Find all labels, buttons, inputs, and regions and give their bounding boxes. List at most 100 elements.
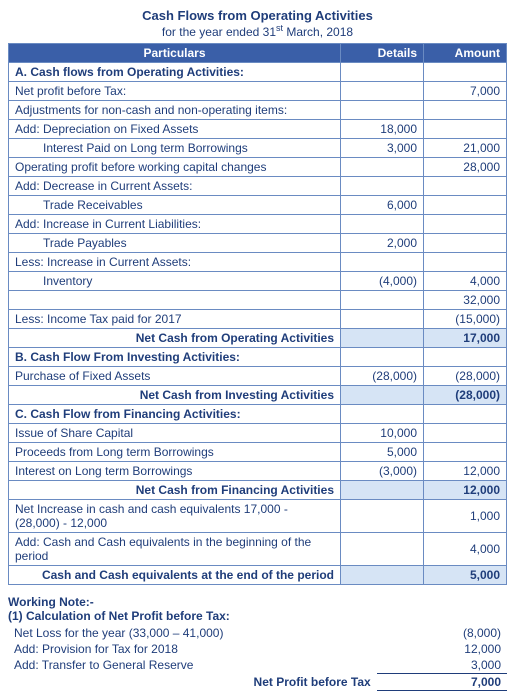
cell: 21,000 <box>424 139 507 158</box>
row-label: Trade Receivables <box>9 196 341 215</box>
subtotal-label: Net Cash from Investing Activities <box>9 386 341 405</box>
ordinal-st: st <box>276 23 283 33</box>
row-label: Issue of Share Capital <box>9 424 341 443</box>
cell <box>341 177 424 196</box>
row-label <box>9 291 341 310</box>
wn-val: (8,000) <box>377 625 507 641</box>
table-row: Interest on Long term Borrowings(3,000)1… <box>9 462 507 481</box>
cell <box>424 253 507 272</box>
cell <box>424 405 507 424</box>
row-label: Adjustments for non-cash and non-operati… <box>9 101 341 120</box>
row-label: Trade Payables <box>9 234 341 253</box>
table-row: Adjustments for non-cash and non-operati… <box>9 101 507 120</box>
cell: 6,000 <box>341 196 424 215</box>
cell <box>341 386 424 405</box>
wn-label: Add: Transfer to General Reserve <box>8 657 377 674</box>
header-row: Particulars Details Amount <box>9 44 507 63</box>
cell: (3,000) <box>341 462 424 481</box>
total-row: Cash and Cash equivalents at the end of … <box>9 566 507 585</box>
cell <box>424 120 507 139</box>
row-label: Add: Cash and Cash equivalents in the be… <box>9 533 341 566</box>
subtotal-row: Net Cash from Investing Activities (28,00… <box>9 386 507 405</box>
cell: 3,000 <box>341 139 424 158</box>
table-row: Issue of Share Capital10,000 <box>9 424 507 443</box>
cell <box>341 481 424 500</box>
cell <box>341 158 424 177</box>
row-label: Inventory <box>9 272 341 291</box>
cell: (15,000) <box>424 310 507 329</box>
cell: 7,000 <box>424 82 507 101</box>
table-row: Add: Cash and Cash equivalents in the be… <box>9 533 507 566</box>
row-label: Purchase of Fixed Assets <box>9 367 341 386</box>
table-row: Proceeds from Long term Borrowings5,000 <box>9 443 507 462</box>
total-label: Cash and Cash equivalents at the end of … <box>9 566 341 585</box>
cell: (28,000) <box>341 367 424 386</box>
col-details-header: Details <box>341 44 424 63</box>
table-row: Less: Income Tax paid for 2017 (15,000) <box>9 310 507 329</box>
cell <box>341 253 424 272</box>
cell <box>424 348 507 367</box>
working-note-sub: (1) Calculation of Net Profit before Tax… <box>8 609 507 623</box>
table-row: Less: Increase in Current Assets: <box>9 253 507 272</box>
cell <box>424 424 507 443</box>
cell <box>424 215 507 234</box>
table-row: Trade Payables2,000 <box>9 234 507 253</box>
cell: 4,000 <box>424 533 507 566</box>
row-label: Less: Income Tax paid for 2017 <box>9 310 341 329</box>
table-row: Add: Depreciation on Fixed Assets18,000 <box>9 120 507 139</box>
wn-val: 12,000 <box>377 641 507 657</box>
cell: 18,000 <box>341 120 424 139</box>
cell <box>341 348 424 367</box>
cell <box>424 101 507 120</box>
subtitle-suffix: March, 2018 <box>283 25 353 39</box>
cell: (4,000) <box>341 272 424 291</box>
table-row: Net Increase in cash and cash equivalent… <box>9 500 507 533</box>
subtotal-label: Net Cash from Operating Activities <box>9 329 341 348</box>
cell <box>341 310 424 329</box>
table-row: 32,000 <box>9 291 507 310</box>
cell <box>341 533 424 566</box>
table-row: Trade Receivables6,000 <box>9 196 507 215</box>
cell: 12,000 <box>424 462 507 481</box>
table-row: Add: Decrease in Current Assets: <box>9 177 507 196</box>
row-label: Interest on Long term Borrowings <box>9 462 341 481</box>
col-particulars-header: Particulars <box>9 44 341 63</box>
working-note-table: Net Loss for the year (33,000 – 41,000)(… <box>8 625 507 691</box>
cell <box>341 291 424 310</box>
section-b-head: B. Cash Flow From Investing Activities: <box>9 348 341 367</box>
cell: (28,000) <box>424 367 507 386</box>
row-label: Net Increase in cash and cash equivalent… <box>9 500 341 533</box>
cell: 2,000 <box>341 234 424 253</box>
section-c-head: C. Cash Flow from Financing Activities: <box>9 405 341 424</box>
cell: 5,000 <box>424 566 507 585</box>
cell <box>424 63 507 82</box>
cashflow-table: Particulars Details Amount A. Cash flows… <box>8 43 507 585</box>
table-row: Add: Increase in Current Liabilities: <box>9 215 507 234</box>
cell <box>341 63 424 82</box>
row-label: Interest Paid on Long term Borrowings <box>9 139 341 158</box>
row-label: Less: Increase in Current Assets: <box>9 253 341 272</box>
section-a-head: A. Cash flows from Operating Activities: <box>9 63 341 82</box>
statement-title: Cash Flows from Operating Activities <box>8 8 507 23</box>
cell: 1,000 <box>424 500 507 533</box>
cell <box>341 566 424 585</box>
subtitle-prefix: for the year ended 31 <box>162 25 276 39</box>
table-row: B. Cash Flow From Investing Activities: <box>9 348 507 367</box>
working-note: Working Note:- (1) Calculation of Net Pr… <box>8 595 507 691</box>
cell: (28,000) <box>424 386 507 405</box>
cell <box>424 443 507 462</box>
cell <box>341 101 424 120</box>
wn-total-label: Net Profit before Tax <box>8 674 377 691</box>
table-row: Purchase of Fixed Assets(28,000)(28,000) <box>9 367 507 386</box>
table-row: Interest Paid on Long term Borrowings3,0… <box>9 139 507 158</box>
table-row: A. Cash flows from Operating Activities: <box>9 63 507 82</box>
cell: 17,000 <box>424 329 507 348</box>
cell <box>424 234 507 253</box>
table-row: Operating profit before working capital … <box>9 158 507 177</box>
cell <box>341 405 424 424</box>
working-note-title: Working Note:- <box>8 595 507 609</box>
cell: 12,000 <box>424 481 507 500</box>
wn-total-row: Net Profit before Tax7,000 <box>8 674 507 691</box>
row-label: Add: Decrease in Current Assets: <box>9 177 341 196</box>
row-label: Operating profit before working capital … <box>9 158 341 177</box>
